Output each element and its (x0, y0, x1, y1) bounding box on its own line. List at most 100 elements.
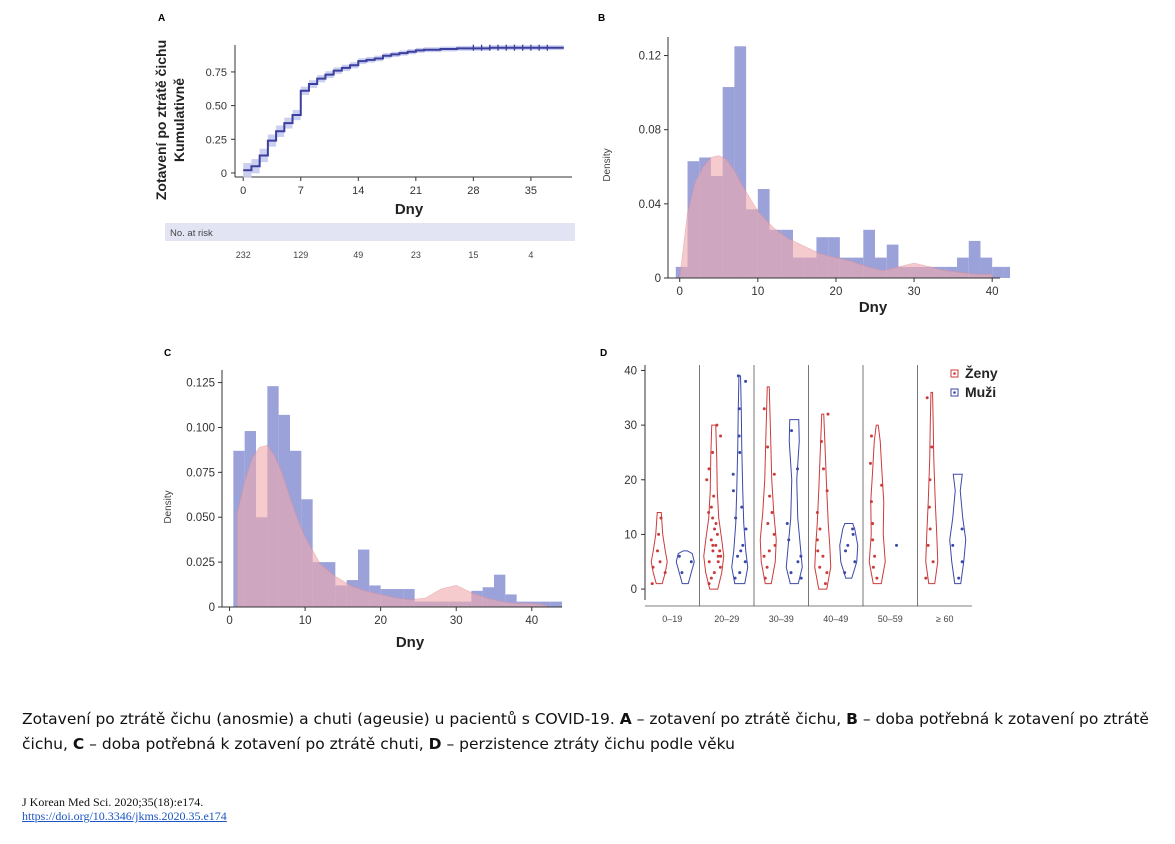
panel-d-point (677, 554, 681, 558)
panel-d-violin (703, 424, 725, 590)
panel-d-violin (731, 375, 749, 585)
panel-d-point (873, 554, 877, 558)
figure-caption: Zotavení po ztrátě čichu (anosmie) a chu… (22, 707, 1162, 757)
panel-d-point (770, 511, 774, 515)
panel-d-point (736, 554, 740, 558)
panel-a-x-tick-label: 7 (298, 185, 304, 197)
panel-d-y-tick-label: 40 (624, 365, 637, 377)
caption-text-d: – perzistence ztráty čichu podle věku (441, 735, 735, 753)
panel-d-point (924, 576, 928, 580)
panel-d-point (799, 576, 803, 580)
panel-d-point (655, 549, 659, 553)
panel-c-bar (482, 587, 494, 607)
panel-d-point (711, 450, 715, 454)
panel-d-point (844, 549, 848, 553)
panel-d-point (712, 571, 716, 575)
risk-table-header-band (165, 223, 575, 241)
panel-d-point (714, 521, 718, 525)
panel-a-letter: A (158, 13, 165, 24)
caption-text-c: – doba potřebná k zotavení po ztrátě chu… (84, 735, 429, 753)
panel-c-y-tick-label: 0.125 (186, 378, 215, 390)
panel-c-y-tick-label: 0.075 (186, 467, 215, 479)
panel-d-point (796, 560, 800, 564)
legend-label-male: Muži (965, 384, 996, 400)
panel-b-y-tick-label: 0.04 (639, 199, 662, 211)
panel-b-x-tick-label: 20 (830, 286, 843, 298)
panel-d-y-tick-label: 20 (624, 475, 637, 487)
panel-d-point (738, 450, 742, 454)
panel-c-x-tick-label: 30 (450, 615, 463, 627)
risk-table-title: No. at risk (170, 228, 213, 239)
reference-citation: J Korean Med Sci. 2020;35(18):e174. (22, 795, 204, 809)
panel-d-violin (949, 473, 967, 585)
panel-d-violin (925, 391, 939, 585)
panel-b-y-tick-label: 0.12 (639, 51, 661, 63)
panel-d-point (743, 560, 747, 564)
panel-b-bar (980, 257, 993, 278)
panel-d-point (875, 576, 879, 580)
panel-d-point (818, 565, 822, 569)
panel-d-point (768, 494, 772, 498)
panel-a-x-tick-label: 35 (525, 185, 537, 197)
panel-d-point (816, 549, 820, 553)
panel-d-point (689, 560, 693, 564)
caption-letter-a: A (619, 710, 632, 728)
panel-a-y-label-line1: Zotavení po ztrátě čichu (153, 40, 169, 200)
reference-doi-link[interactable]: https://doi.org/10.3346/jkms.2020.35.e17… (22, 809, 227, 823)
caption-letter-b: B (846, 710, 858, 728)
panel-d-point (733, 576, 737, 580)
panel-d-point (951, 543, 955, 547)
panel-d-point (762, 554, 766, 558)
caption-letter-c: C (72, 735, 85, 753)
panel-d-point (651, 565, 655, 569)
panel-d-point (818, 527, 822, 531)
panel-b-bar (886, 244, 899, 278)
risk-table-value: 129 (293, 250, 308, 260)
legend-dot-male (953, 391, 956, 394)
panel-c-y-label: Density (163, 490, 174, 523)
panel-c-bar (494, 574, 506, 607)
panel-d-violin (759, 386, 777, 585)
panel-b-x-label: Dny (859, 299, 888, 316)
panel-d-point (714, 543, 718, 547)
caption-text-b: – doba potřebná k zotavení po ztrátě čic… (22, 710, 1149, 753)
panel-d-category-label: 30–39 (769, 614, 794, 624)
panel-d-point (871, 538, 875, 542)
panel-d-point (650, 582, 654, 586)
panel-d-point (868, 461, 872, 465)
panel-d-point (709, 505, 713, 509)
panel-d-point (772, 472, 776, 476)
panel-b-x-tick-label: 0 (677, 286, 683, 298)
panel-b-bar (863, 229, 876, 278)
panel-d-letter: D (600, 348, 607, 359)
panel-b-bar (968, 240, 981, 278)
panel-a-y-tick-label: 0 (221, 168, 227, 180)
panel-b-x-tick-label: 40 (986, 286, 999, 298)
panel-b-density (679, 155, 993, 279)
panel-d-point (709, 576, 713, 580)
panel-d-point (711, 543, 715, 547)
panel-d-point (762, 407, 766, 411)
panel-d-point (869, 500, 873, 504)
panel-d-point (880, 483, 884, 487)
panel-d-point (715, 423, 719, 427)
panel-a-x-tick-label: 14 (352, 185, 364, 197)
risk-table-value: 232 (236, 250, 251, 260)
panel-d-violin (675, 550, 695, 585)
panel-a-x-tick-label: 28 (467, 185, 479, 197)
panel-d-point (926, 543, 930, 547)
panel-d-point (659, 516, 663, 520)
panel-d-category-label: 50–59 (878, 614, 903, 624)
panel-d-point (825, 571, 829, 575)
panel-b-x-tick-label: 30 (908, 286, 921, 298)
panel-d-point (799, 554, 803, 558)
panel-d-point (658, 560, 662, 564)
legend-label-female: Ženy (965, 364, 998, 381)
panel-d-point (871, 521, 875, 525)
panel-a-chart: A Zotavení po ztrátě čichu Kumulativně 0… (153, 13, 575, 260)
panel-b-bar (734, 46, 747, 279)
panel-c-x-tick-label: 40 (525, 615, 538, 627)
panel-b-y-tick-label: 0 (655, 273, 661, 285)
panel-d-y-tick-label: 10 (624, 529, 637, 541)
panel-d-point (957, 576, 961, 580)
